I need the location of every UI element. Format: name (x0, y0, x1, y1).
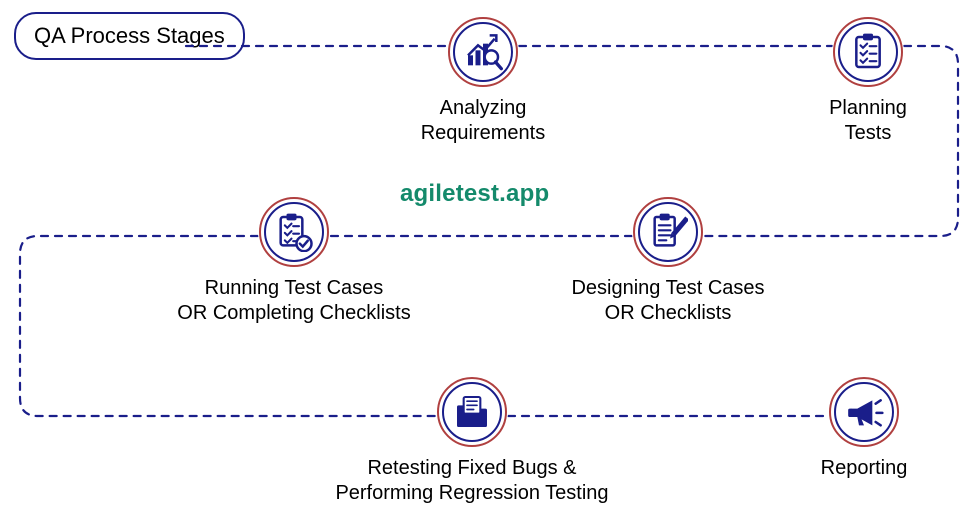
stage-circle (258, 196, 330, 268)
stage-circle (436, 376, 508, 448)
diagram-title: QA Process Stages (14, 12, 245, 60)
stage-label: Retesting Fixed Bugs & Performing Regres… (335, 456, 608, 506)
stage-circle (632, 196, 704, 268)
stage-analyzing-requirements: Analyzing Requirements (333, 16, 633, 146)
stage-retesting-regression: Retesting Fixed Bugs & Performing Regres… (322, 376, 622, 506)
checklist-check-icon (274, 212, 314, 252)
checklist-icon (848, 32, 888, 72)
stage-label: Planning Tests (829, 96, 907, 146)
stage-label: Reporting (821, 456, 908, 481)
stage-label: Analyzing Requirements (421, 96, 546, 146)
doc-pencil-icon (648, 212, 688, 252)
stage-reporting: Reporting (714, 376, 976, 481)
megaphone-icon (844, 392, 884, 432)
stage-circle (828, 376, 900, 448)
stage-circle (832, 16, 904, 88)
stage-planning-tests: Planning Tests (718, 16, 976, 146)
stage-designing-test-cases: Designing Test Cases OR Checklists (518, 196, 818, 326)
chart-magnify-icon (463, 32, 503, 72)
stage-label: Running Test Cases OR Completing Checkli… (177, 276, 410, 326)
stage-label: Designing Test Cases OR Checklists (571, 276, 764, 326)
stage-circle (447, 16, 519, 88)
folder-doc-icon (452, 392, 492, 432)
stage-running-test-cases: Running Test Cases OR Completing Checkli… (144, 196, 444, 326)
